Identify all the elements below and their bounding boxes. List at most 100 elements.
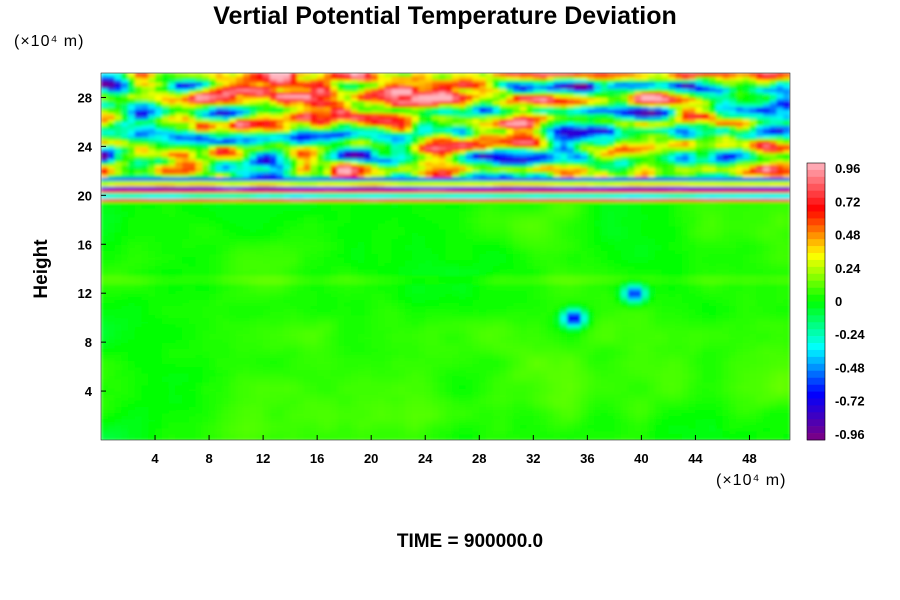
- heatmap-cell: [431, 427, 440, 432]
- heatmap-cell: [756, 430, 764, 435]
- heatmap-cell: [594, 329, 602, 334]
- heatmap-cell: [323, 403, 332, 407]
- heatmap-cell: [587, 326, 595, 331]
- heatmap-cell: [161, 375, 170, 380]
- heatmap-cell: [134, 427, 143, 432]
- heatmap-cell: [344, 433, 352, 438]
- heatmap-cell: [222, 384, 230, 389]
- heatmap-cell: [330, 412, 339, 417]
- heatmap-cell: [776, 384, 784, 389]
- heatmap-cell: [337, 329, 345, 334]
- heatmap-cell: [634, 366, 642, 371]
- heatmap-cell: [377, 332, 386, 337]
- heatmap-cell: [357, 436, 366, 440]
- heatmap-cell: [425, 381, 433, 386]
- heatmap-cell: [215, 415, 224, 420]
- heatmap-cell: [202, 430, 210, 435]
- heatmap-cell: [722, 366, 730, 371]
- heatmap-cell: [607, 345, 615, 349]
- heatmap-cell: [735, 403, 744, 407]
- heatmap-cell: [404, 430, 413, 435]
- heatmap-cell: [134, 436, 143, 440]
- heatmap-cell: [472, 424, 480, 429]
- heatmap-cell: [168, 381, 176, 386]
- heatmap-cell: [175, 339, 183, 343]
- heatmap-cell: [600, 388, 609, 392]
- heatmap-cell: [377, 323, 386, 328]
- heatmap-cell: [783, 360, 790, 365]
- heatmap-cell: [141, 436, 149, 440]
- heatmap-cell: [533, 326, 541, 331]
- heatmap-cell: [742, 348, 751, 352]
- heatmap-cell: [357, 409, 366, 414]
- heatmap-cell: [303, 388, 311, 392]
- heatmap-cell: [364, 326, 372, 331]
- heatmap-cell: [452, 366, 460, 371]
- heatmap-cell: [769, 430, 778, 435]
- heatmap-cell: [155, 397, 163, 401]
- heatmap-cell: [148, 397, 156, 401]
- heatmap-cell: [472, 409, 480, 414]
- heatmap-cell: [729, 421, 737, 426]
- heatmap-cell: [101, 372, 109, 377]
- heatmap-cell: [222, 336, 230, 340]
- heatmap-cell: [431, 363, 440, 368]
- heatmap-cell: [371, 378, 379, 383]
- heatmap-cell: [540, 406, 548, 411]
- heatmap-cell: [756, 384, 764, 389]
- heatmap-cell: [729, 357, 737, 362]
- heatmap-cell: [161, 363, 170, 368]
- heatmap-cell: [573, 388, 582, 392]
- heatmap-cell: [236, 418, 244, 423]
- heatmap-cell: [627, 436, 636, 440]
- heatmap-cell: [567, 421, 575, 426]
- heatmap-cell: [756, 406, 764, 411]
- heatmap-cell: [567, 409, 575, 414]
- heatmap-cell: [735, 412, 744, 417]
- heatmap-cell: [128, 329, 136, 334]
- heatmap-cell: [350, 351, 359, 355]
- heatmap-cell: [350, 384, 359, 389]
- heatmap-cell: [101, 394, 109, 398]
- heatmap-cell: [506, 339, 514, 343]
- heatmap-cell: [182, 412, 190, 417]
- heatmap-cell: [168, 326, 176, 331]
- heatmap-cell: [249, 342, 257, 346]
- heatmap-cell: [155, 339, 163, 343]
- heatmap-cell: [762, 400, 771, 404]
- heatmap-cell: [553, 357, 561, 362]
- heatmap-cell: [364, 342, 372, 346]
- heatmap-cell: [668, 436, 676, 440]
- heatmap-cell: [533, 384, 541, 389]
- heatmap-cell: [263, 381, 271, 386]
- heatmap-cell: [276, 391, 284, 395]
- heatmap-cell: [614, 400, 622, 404]
- heatmap-cell: [459, 378, 467, 383]
- heatmap-cell: [688, 400, 697, 404]
- heatmap-cell: [445, 378, 453, 383]
- heatmap-cell: [762, 436, 771, 440]
- heatmap-cell: [344, 326, 352, 331]
- heatmap-cell: [594, 415, 602, 420]
- heatmap-cell: [425, 375, 433, 380]
- heatmap-cell: [715, 336, 724, 340]
- heatmap-cell: [580, 342, 588, 346]
- heatmap-cell: [128, 351, 136, 355]
- heatmap-cell: [594, 357, 602, 362]
- heatmap-cell: [695, 336, 703, 340]
- heatmap-cell: [337, 345, 345, 349]
- heatmap-cell: [425, 369, 433, 374]
- heatmap-cell: [317, 360, 325, 365]
- heatmap-cell: [735, 436, 744, 440]
- heatmap-cell: [391, 345, 399, 349]
- heatmap-cell: [459, 372, 467, 377]
- heatmap-cell: [148, 354, 156, 359]
- heatmap-cell: [621, 378, 629, 383]
- heatmap-cell: [269, 409, 278, 414]
- heatmap-cell: [161, 369, 170, 374]
- heatmap-cell: [155, 436, 163, 440]
- heatmap-cell: [614, 409, 622, 414]
- heatmap-cell: [161, 400, 170, 404]
- heatmap-cell: [425, 326, 433, 331]
- heatmap-cell: [762, 403, 771, 407]
